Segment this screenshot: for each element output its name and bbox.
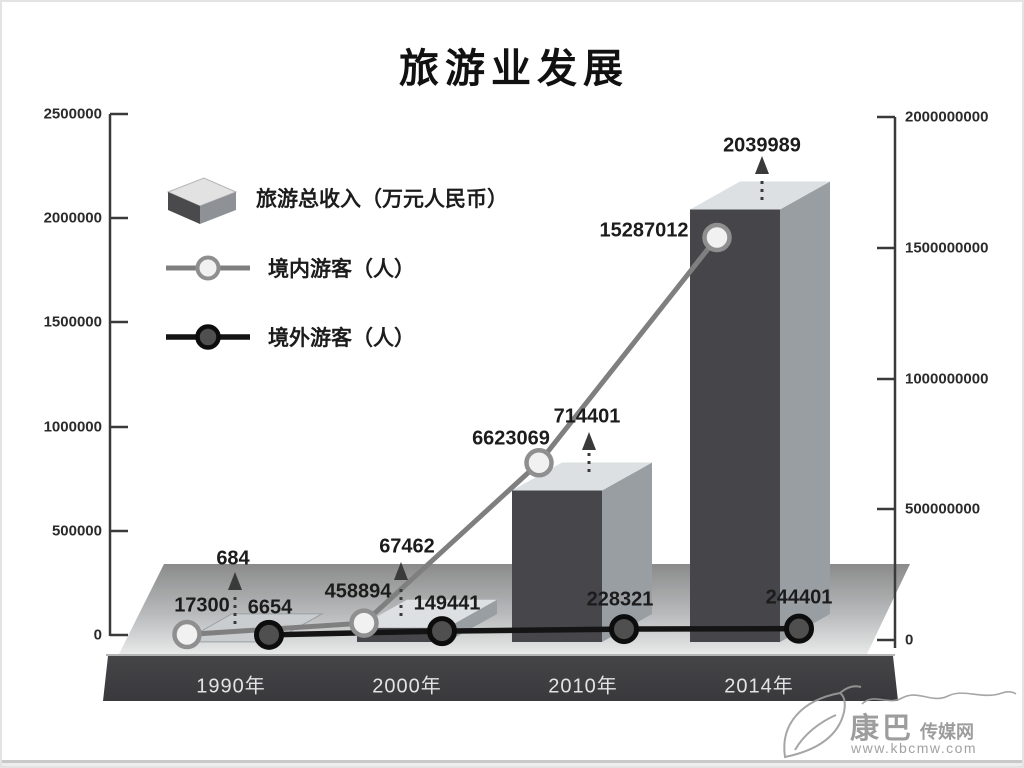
light-circle-line-icon bbox=[166, 255, 250, 281]
legend-item-revenue: 旅游总收入（万元人民币） bbox=[164, 170, 508, 226]
domestic-tourists-markers bbox=[172, 222, 732, 650]
x-axis-label-2014: 2014年 bbox=[724, 675, 794, 698]
right-axis-tick-label: 2000000000 bbox=[905, 108, 989, 126]
bar-series bbox=[180, 181, 830, 643]
data-label-revenue-2014: 2039989 bbox=[723, 134, 801, 157]
x-axis-band bbox=[103, 656, 898, 701]
right-axis-tick-label: 1000000000 bbox=[905, 370, 989, 388]
left-axis-tick-label: 500000 bbox=[51, 522, 102, 540]
right-axis-tick-label: 500000000 bbox=[905, 500, 981, 518]
data-label-domestic-2000: 458894 bbox=[324, 580, 392, 603]
photo-bottom-edge bbox=[2, 760, 1022, 763]
chart-title: 旅游业发展 bbox=[399, 47, 629, 91]
data-label-foreign-2014: 244401 bbox=[765, 586, 833, 609]
legend-item-domestic: 境内游客（人） bbox=[164, 253, 415, 283]
legend-label-foreign: 境外游客（人） bbox=[268, 327, 415, 350]
photo-bottom-margin bbox=[2, 763, 1022, 766]
foreign-tourists-markers bbox=[254, 613, 814, 650]
right-y-axis bbox=[877, 115, 897, 648]
dark-circle-line-icon bbox=[166, 324, 250, 350]
data-label-domestic-1990: 17300 bbox=[174, 594, 230, 617]
x-axis-label-2010: 2010年 bbox=[548, 675, 618, 698]
legend-label-revenue: 旅游总收入（万元人民币） bbox=[256, 188, 508, 211]
watermark-url: www.kbcmw.com bbox=[851, 740, 978, 756]
right-axis-tick-label: 0 bbox=[905, 631, 914, 649]
left-axis-tick-label: 1500000 bbox=[43, 313, 102, 331]
left-axis-tick-label: 2500000 bbox=[43, 105, 102, 123]
data-label-revenue-2010: 714401 bbox=[553, 405, 621, 428]
callout-arrow-icons bbox=[228, 156, 769, 624]
data-label-revenue-2000: 67462 bbox=[379, 535, 435, 558]
bar-2010 bbox=[512, 462, 652, 642]
watermark-logo-icon bbox=[783, 685, 1017, 759]
right-axis-tick-label: 1500000000 bbox=[905, 239, 989, 257]
left-axis-tick-label: 2000000 bbox=[43, 209, 102, 227]
data-label-foreign-2010: 228321 bbox=[586, 588, 654, 611]
bar-box-3d-icon bbox=[166, 177, 238, 224]
left-y-axis bbox=[108, 112, 128, 637]
watermark-brand: 康巴 bbox=[850, 713, 915, 745]
watermark-brand-suffix: 传媒网 bbox=[920, 722, 974, 742]
data-label-domestic-2014: 15287012 bbox=[599, 219, 689, 242]
legend-item-foreign: 境外游客（人） bbox=[164, 322, 415, 352]
left-axis-tick-label: 1000000 bbox=[43, 418, 102, 436]
data-label-revenue-1990: 684 bbox=[216, 547, 250, 570]
x-axis-label-2000: 2000年 bbox=[372, 675, 442, 698]
left-axis-tick-label: 0 bbox=[93, 626, 102, 644]
data-label-foreign-2000: 149441 bbox=[413, 592, 481, 615]
legend-label-domestic: 境内游客（人） bbox=[268, 258, 415, 281]
data-label-foreign-1990: 6654 bbox=[247, 596, 293, 619]
bar-2014 bbox=[690, 181, 830, 642]
data-label-domestic-2010: 6623069 bbox=[472, 427, 550, 450]
x-axis-label-1990: 1990年 bbox=[196, 675, 266, 698]
